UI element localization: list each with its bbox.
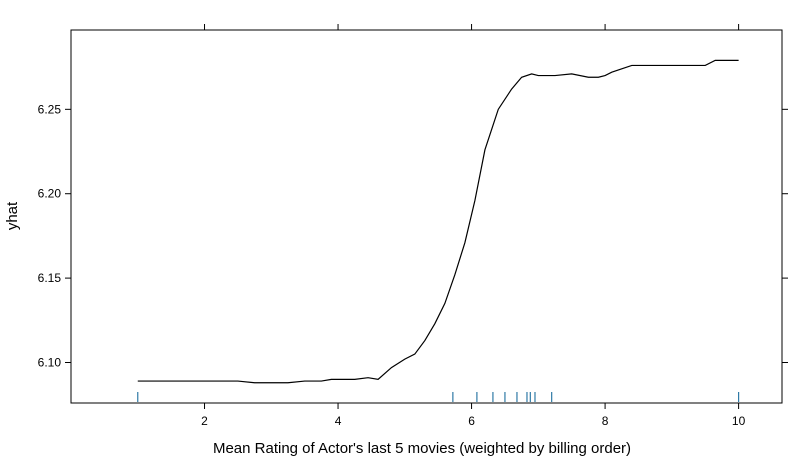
y-tick-label: 6.20: [38, 187, 62, 201]
x-tick-label: 4: [335, 414, 342, 428]
y-tick-label: 6.25: [38, 102, 62, 116]
y-axis: 6.10 6.15 6.20 6.25: [38, 102, 788, 369]
y-axis-label: yhat: [4, 201, 21, 230]
rug-marks: [137, 392, 740, 402]
x-tick-label: 6: [468, 414, 475, 428]
x-tick-label: 8: [602, 414, 609, 428]
plot-frame: [70, 29, 783, 404]
x-tick-label: 10: [732, 414, 746, 428]
series-line: [137, 59, 739, 384]
y-tick-label: 6.10: [38, 355, 62, 369]
x-axis-label: Mean Rating of Actor's last 5 movies (we…: [213, 440, 631, 457]
y-tick-label: 6.15: [38, 271, 62, 285]
x-axis: 2 4 6 8 10: [201, 24, 746, 428]
x-tick-label: 2: [201, 414, 208, 428]
